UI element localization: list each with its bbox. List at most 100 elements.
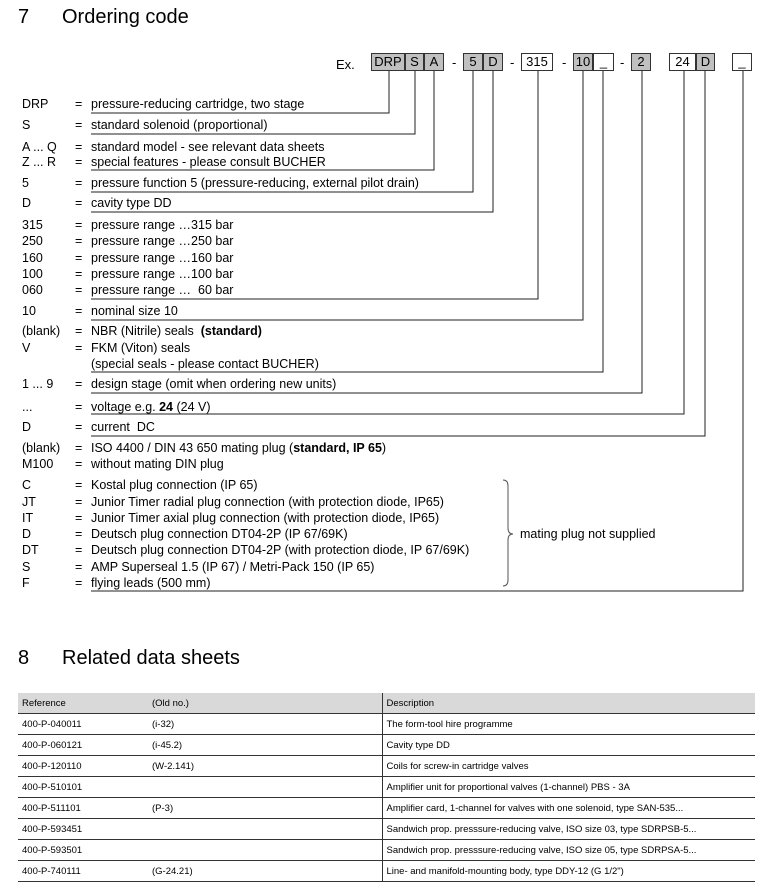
cell-reference: 400-P-740111	[18, 860, 148, 882]
code-description: Junior Timer axial plug connection (with…	[91, 511, 440, 525]
equals-sign: =	[75, 441, 83, 455]
code-box: 2	[631, 53, 651, 71]
bold-text: standard, IP 65	[293, 441, 382, 455]
code-box: S	[405, 53, 424, 71]
equals-sign: =	[75, 97, 83, 111]
code-value: A ... Q	[22, 140, 57, 154]
equals-sign: =	[75, 377, 83, 391]
code-box: 5	[463, 53, 483, 71]
code-description: Deutsch plug connection DT04-2P (IP 67/6…	[91, 527, 348, 541]
equals-sign: =	[75, 234, 83, 248]
code-description: design stage (omit when ordering new uni…	[91, 377, 337, 391]
cell-description: Sandwich prop. presssure-reducing valve,…	[381, 839, 755, 861]
related-data-sheets-table: Reference (Old no.) Description 400-P-04…	[18, 693, 755, 882]
code-description: current DC	[91, 420, 155, 434]
code-box: D	[483, 53, 503, 71]
code-description: Junior Timer radial plug connection (wit…	[91, 495, 444, 509]
equals-sign: =	[75, 324, 83, 338]
equals-sign: =	[75, 304, 83, 318]
cell-reference: 400-P-510101	[18, 776, 148, 798]
example-label: Ex.	[336, 57, 355, 72]
table-header-row: Reference (Old no.) Description	[18, 693, 755, 714]
cell-description: Cavity type DD	[381, 734, 755, 756]
separator-dash: -	[510, 55, 515, 70]
code-value: 250	[22, 234, 43, 248]
code-value: 060	[22, 283, 43, 297]
equals-sign: =	[75, 140, 83, 154]
connector-line	[91, 71, 706, 437]
cell-old-no	[148, 776, 382, 798]
code-value: ...	[22, 400, 33, 414]
bold-text: (standard)	[200, 324, 262, 338]
code-value: (blank)	[22, 441, 61, 455]
code-description: standard model - see relevant data sheet…	[91, 140, 325, 154]
table-row: 400-P-593501 Sandwich prop. presssure-red…	[18, 839, 755, 861]
section-title: Ordering code	[62, 6, 189, 28]
code-box: _	[732, 53, 752, 71]
code-value: Z ... R	[22, 155, 57, 169]
code-description: nominal size 10	[91, 304, 178, 318]
section-number: 8	[18, 647, 30, 669]
code-description: pressure range …315 bar	[91, 218, 234, 232]
code-box: D	[696, 53, 715, 71]
equals-sign: =	[75, 341, 83, 355]
bold-text: 24	[159, 400, 174, 414]
connector-line	[91, 71, 604, 373]
code-description: cavity type DD	[91, 196, 172, 210]
separator-dash: -	[452, 55, 457, 70]
cell-old-no: (P-3)	[148, 797, 382, 819]
code-description: pressure range …250 bar	[91, 234, 234, 248]
code-value: S	[22, 118, 31, 132]
code-value: 5	[22, 176, 29, 190]
code-box: A	[424, 53, 444, 71]
connector-line	[91, 71, 494, 213]
code-description: special features - please consult BUCHER	[91, 155, 326, 169]
equals-sign: =	[75, 560, 83, 574]
equals-sign: =	[75, 457, 83, 471]
code-value: 100	[22, 267, 43, 281]
equals-sign: =	[75, 118, 83, 132]
table-row: 400-P-510101 Amplifier unit for proportio…	[18, 776, 755, 798]
connector-line	[91, 71, 643, 394]
equals-sign: =	[75, 283, 83, 297]
connector-line	[91, 71, 474, 193]
code-value: D	[22, 527, 32, 541]
equals-sign: =	[75, 267, 83, 281]
code-box: _	[593, 53, 614, 71]
code-description: pressure range …160 bar	[91, 251, 234, 265]
equals-sign: =	[75, 576, 83, 590]
code-box: DRP	[371, 53, 405, 71]
separator-dash: -	[620, 55, 625, 70]
cell-reference: 400-P-040011	[18, 713, 148, 735]
section-number: 7	[18, 6, 30, 28]
code-description: (special seals - please contact BUCHER)	[91, 357, 319, 371]
code-description: pressure range …100 bar	[91, 267, 234, 281]
cell-reference: 400-P-511101	[18, 797, 148, 819]
cell-reference: 400-P-120110	[18, 755, 148, 777]
table-row: 400-P-040011 (i-32) The form-tool hire pro…	[18, 713, 755, 735]
cell-description: Sandwich prop. presssure-reducing valve,…	[381, 818, 755, 840]
code-box: 24	[669, 53, 696, 71]
code-description: standard solenoid (proportional)	[91, 118, 268, 132]
cell-old-no: (W-2.141)	[148, 755, 382, 777]
cell-old-no	[148, 818, 382, 840]
connector-line	[91, 71, 416, 135]
connector-line	[91, 71, 390, 114]
code-value: JT	[22, 495, 36, 509]
separator-dash: -	[562, 55, 567, 70]
equals-sign: =	[75, 155, 83, 169]
connector-line	[91, 71, 435, 171]
cell-old-no: (i-32)	[148, 713, 382, 735]
code-description: NBR (Nitrile) seals (standard)	[91, 324, 262, 338]
table-row: 400-P-120110 (W-2.141) Coils for screw-in …	[18, 755, 755, 777]
code-description: pressure-reducing cartridge, two stage	[91, 97, 305, 111]
code-description: ISO 4400 / DIN 43 650 mating plug (stand…	[91, 441, 387, 455]
code-value: 160	[22, 251, 43, 265]
code-value: DRP	[22, 97, 49, 111]
code-description: pressure function 5 (pressure-reducing, …	[91, 176, 419, 190]
code-description: Deutsch plug connection DT04-2P (with pr…	[91, 543, 470, 557]
equals-sign: =	[75, 251, 83, 265]
cell-description: Amplifier unit for proportional valves (…	[381, 776, 755, 798]
cell-description: Line- and manifold-mounting body, type D…	[381, 860, 755, 882]
code-description: AMP Superseal 1.5 (IP 67) / Metri-Pack 1…	[91, 560, 375, 574]
